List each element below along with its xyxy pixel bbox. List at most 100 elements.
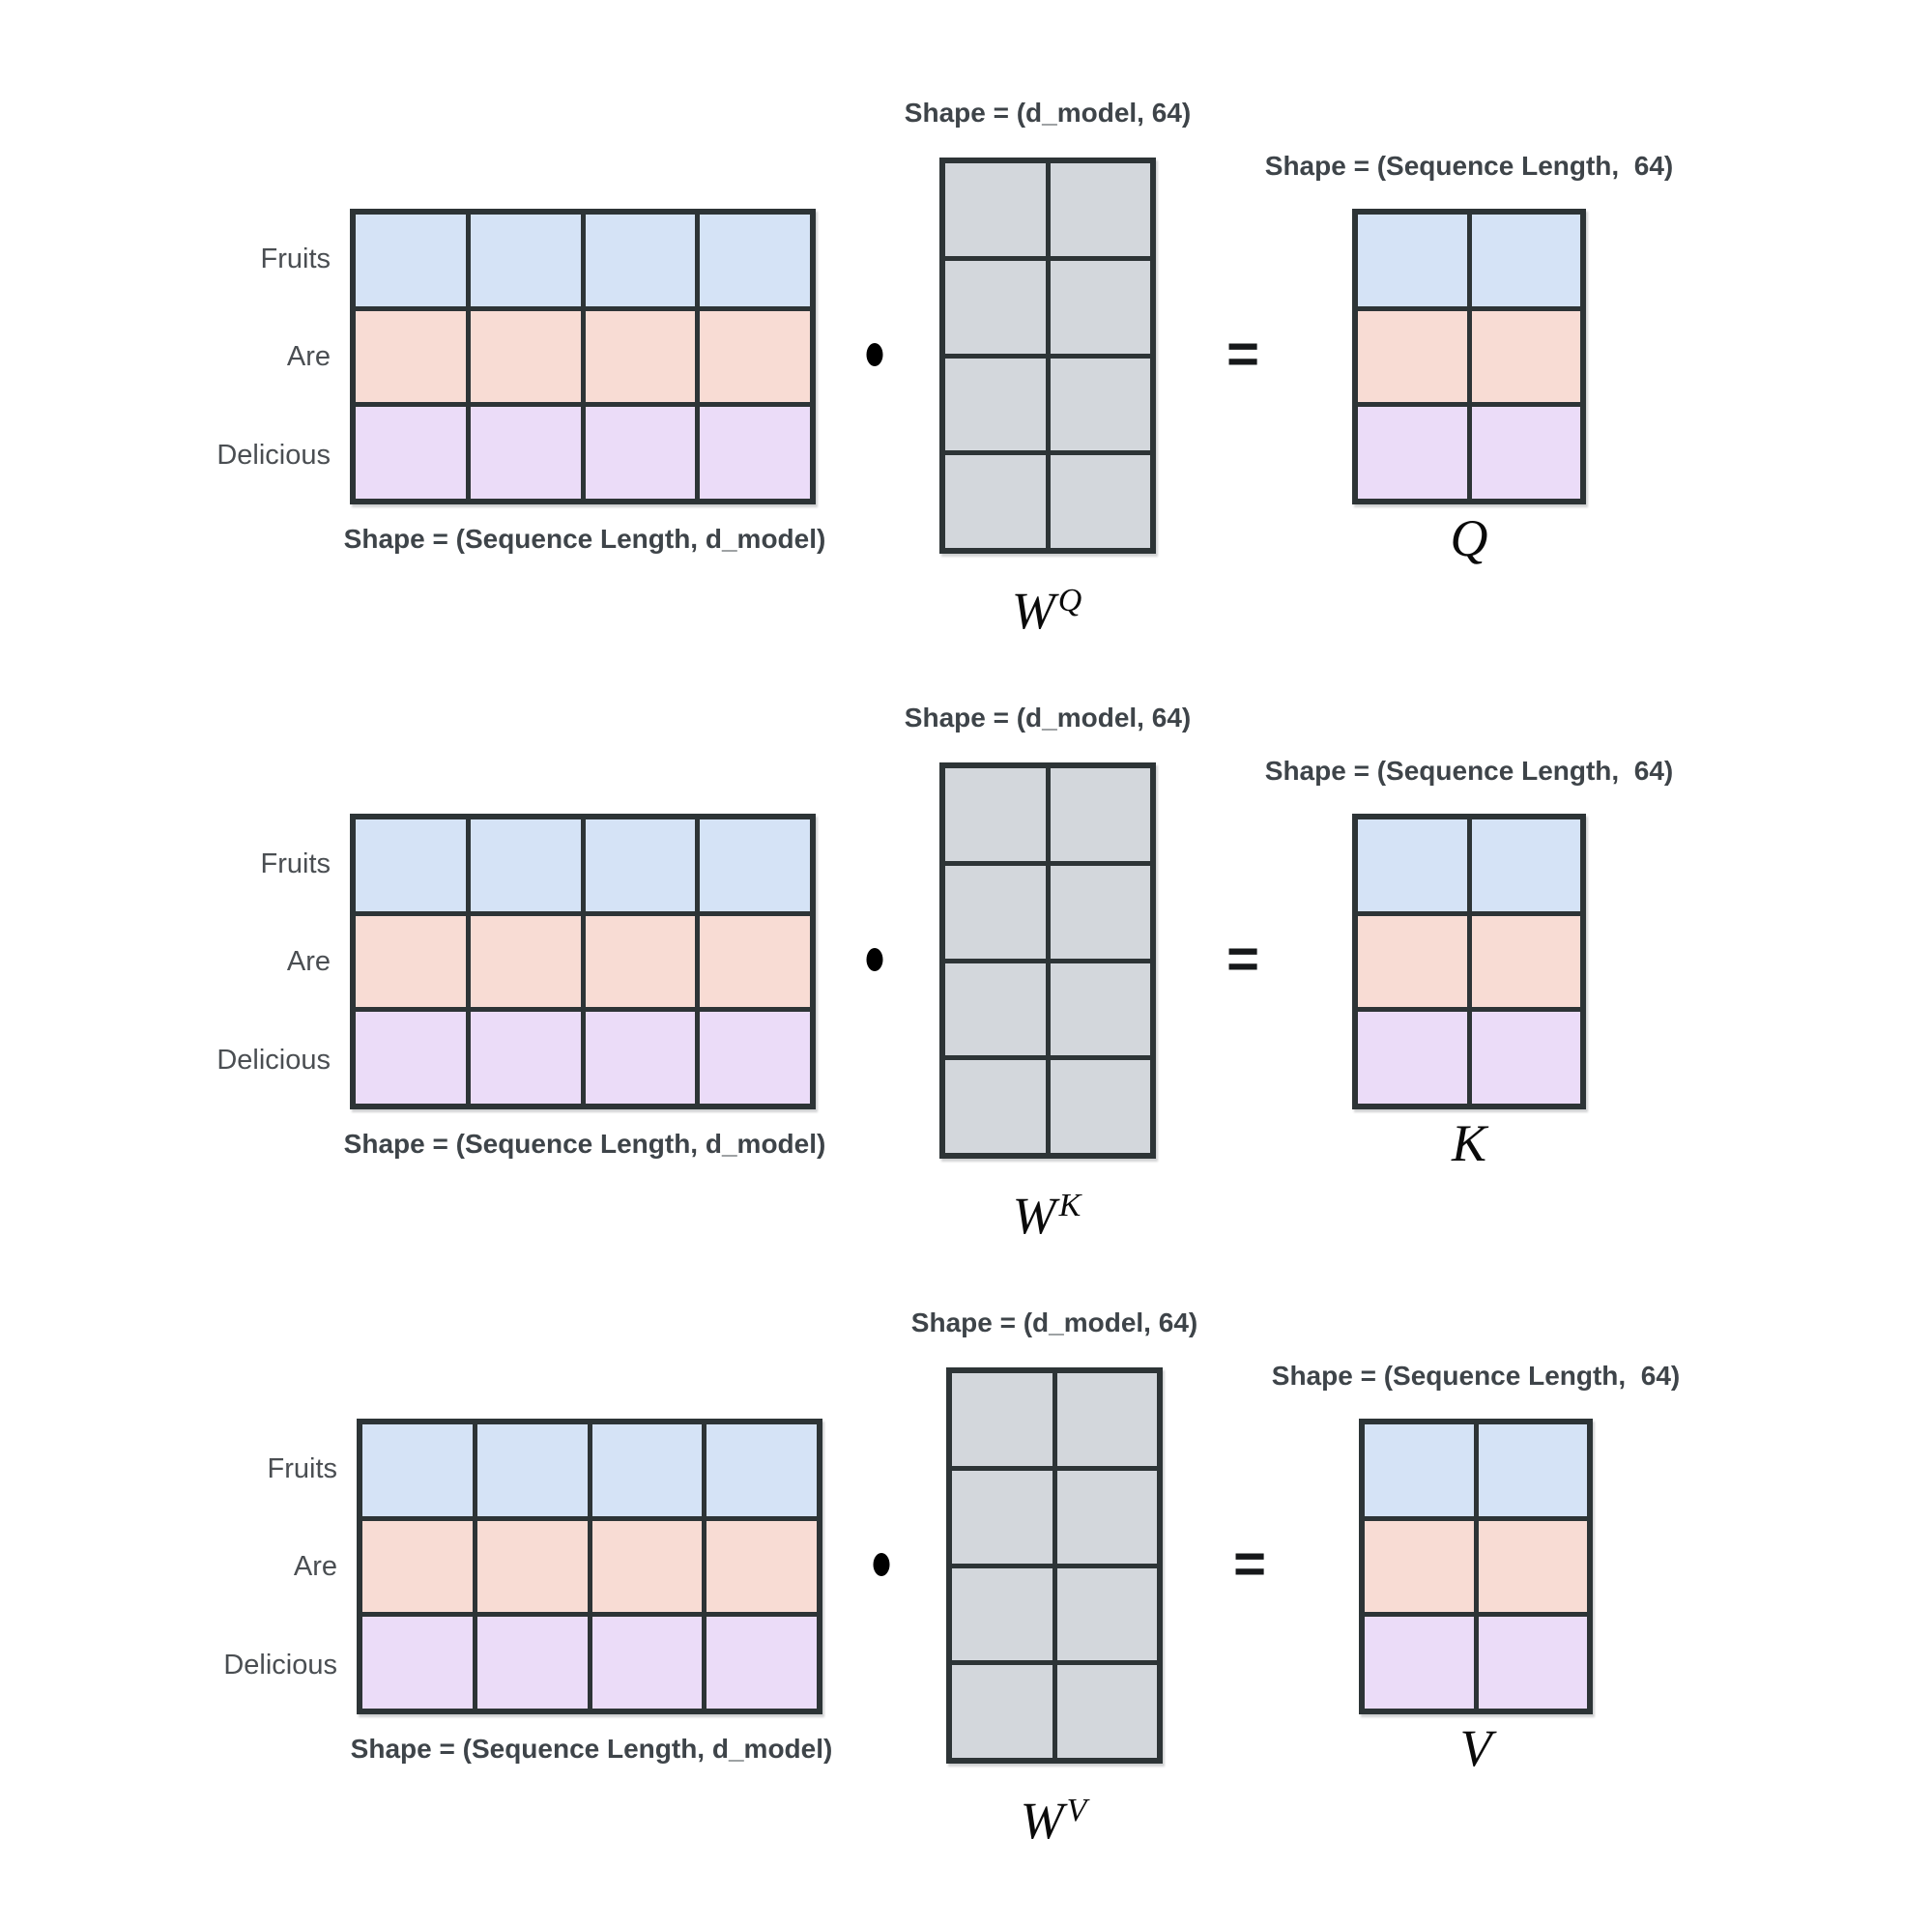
matrix-cell: [945, 865, 1046, 959]
matrix-cell: [362, 1520, 473, 1613]
dot-operator-icon: [866, 343, 883, 366]
equals-sign: =: [1226, 323, 1259, 386]
dot-operator-icon: [873, 1553, 890, 1576]
matrix-cell: [952, 1665, 1053, 1758]
matrix-cell: [1471, 407, 1580, 499]
weight-name-base: W: [1012, 1187, 1056, 1245]
matrix-cell: [585, 407, 696, 499]
matrix-cell: [945, 1060, 1046, 1153]
row-label-are: Are: [286, 946, 331, 977]
matrix-cell: [1050, 768, 1150, 861]
result-shape-label: Shape = (Sequence Length, 64): [1264, 756, 1674, 786]
weight-matrix: [946, 1367, 1163, 1764]
matrix-cell: [362, 1424, 473, 1516]
equals-sign: =: [1226, 928, 1259, 991]
matrix-cell: [700, 407, 810, 499]
matrix-cell: [476, 1617, 588, 1709]
matrix-cell: [470, 819, 581, 911]
matrix-cell: [1050, 260, 1150, 354]
weight-name-superscript: K: [1058, 1188, 1081, 1223]
matrix-cell: [1471, 819, 1580, 911]
row-label-are: Are: [286, 341, 331, 372]
matrix-cell: [470, 1012, 581, 1104]
matrix-cell: [362, 1617, 473, 1709]
equation-row-k: Shape = (d_model, 64) Shape = (Sequence …: [0, 704, 1932, 1309]
matrix-cell: [1050, 358, 1150, 451]
result-matrix: [1359, 1419, 1593, 1714]
input-matrix: [350, 209, 816, 504]
matrix-cell: [1050, 962, 1150, 1056]
weight-matrix: [939, 762, 1156, 1159]
matrix-cell: [700, 1012, 810, 1104]
matrix-cell: [356, 310, 466, 403]
result-shape-label: Shape = (Sequence Length, 64): [1271, 1361, 1681, 1391]
matrix-cell: [700, 819, 810, 911]
matrix-cell: [700, 215, 810, 306]
matrix-cell: [1056, 1373, 1157, 1466]
input-shape-label: Shape = (Sequence Length, d_model): [343, 1129, 826, 1159]
matrix-cell: [1358, 915, 1467, 1008]
matrix-cell: [1050, 1060, 1150, 1153]
dot-operator-icon: [866, 948, 883, 971]
matrix-cell: [700, 915, 810, 1008]
row-label-delicious: Delicious: [216, 1045, 331, 1076]
matrix-cell: [356, 1012, 466, 1104]
matrix-cell: [706, 1520, 817, 1613]
weight-shape-label: Shape = (d_model, 64): [904, 703, 1192, 733]
matrix-cell: [585, 1012, 696, 1104]
matrix-cell: [591, 1520, 703, 1613]
row-label-fruits: Fruits: [260, 848, 332, 879]
row-label-fruits: Fruits: [260, 244, 332, 274]
weight-name-label: WK: [1012, 1187, 1081, 1245]
matrix-cell: [1478, 1617, 1587, 1709]
matrix-cell: [945, 163, 1046, 256]
matrix-cell: [1365, 1520, 1474, 1613]
matrix-cell: [1358, 407, 1467, 499]
weight-shape-label: Shape = (d_model, 64): [910, 1307, 1198, 1337]
result-shape-label: Shape = (Sequence Length, 64): [1264, 151, 1674, 181]
matrix-cell: [706, 1424, 817, 1516]
row-label-are: Are: [293, 1551, 337, 1582]
result-name-label: V: [1459, 1719, 1492, 1777]
matrix-cell: [1478, 1520, 1587, 1613]
row-label-delicious: Delicious: [216, 440, 331, 471]
equation-row-q: Shape = (d_model, 64) Shape = (Sequence …: [0, 100, 1932, 704]
result-matrix: [1352, 209, 1586, 504]
matrix-cell: [476, 1424, 588, 1516]
input-matrix: [350, 814, 816, 1109]
result-matrix: [1352, 814, 1586, 1109]
matrix-cell: [945, 768, 1046, 861]
result-name-label: Q: [1450, 509, 1488, 567]
matrix-cell: [470, 215, 581, 306]
weight-name-superscript: Q: [1057, 583, 1082, 618]
matrix-cell: [1358, 215, 1467, 306]
matrix-cell: [1471, 915, 1580, 1008]
matrix-cell: [470, 915, 581, 1008]
weight-name-base: W: [1020, 1792, 1064, 1850]
input-shape-label: Shape = (Sequence Length, d_model): [350, 1734, 833, 1764]
matrix-cell: [1358, 310, 1467, 403]
matrix-cell: [356, 819, 466, 911]
matrix-cell: [1050, 455, 1150, 548]
matrix-cell: [585, 215, 696, 306]
input-matrix: [357, 1419, 822, 1714]
equals-sign: =: [1233, 1533, 1266, 1595]
matrix-cell: [952, 1567, 1053, 1661]
matrix-cell: [585, 819, 696, 911]
matrix-cell: [1050, 865, 1150, 959]
matrix-cell: [1056, 1567, 1157, 1661]
matrix-cell: [591, 1617, 703, 1709]
weight-name-base: W: [1011, 582, 1055, 640]
matrix-cell: [1358, 1012, 1467, 1104]
matrix-cell: [1471, 310, 1580, 403]
matrix-cell: [470, 407, 581, 499]
matrix-cell: [356, 407, 466, 499]
matrix-cell: [945, 260, 1046, 354]
matrix-cell: [1365, 1617, 1474, 1709]
row-label-delicious: Delicious: [223, 1650, 337, 1681]
weight-name-label: WQ: [1011, 582, 1082, 640]
matrix-cell: [945, 358, 1046, 451]
matrix-cell: [945, 962, 1046, 1056]
matrix-cell: [1358, 819, 1467, 911]
